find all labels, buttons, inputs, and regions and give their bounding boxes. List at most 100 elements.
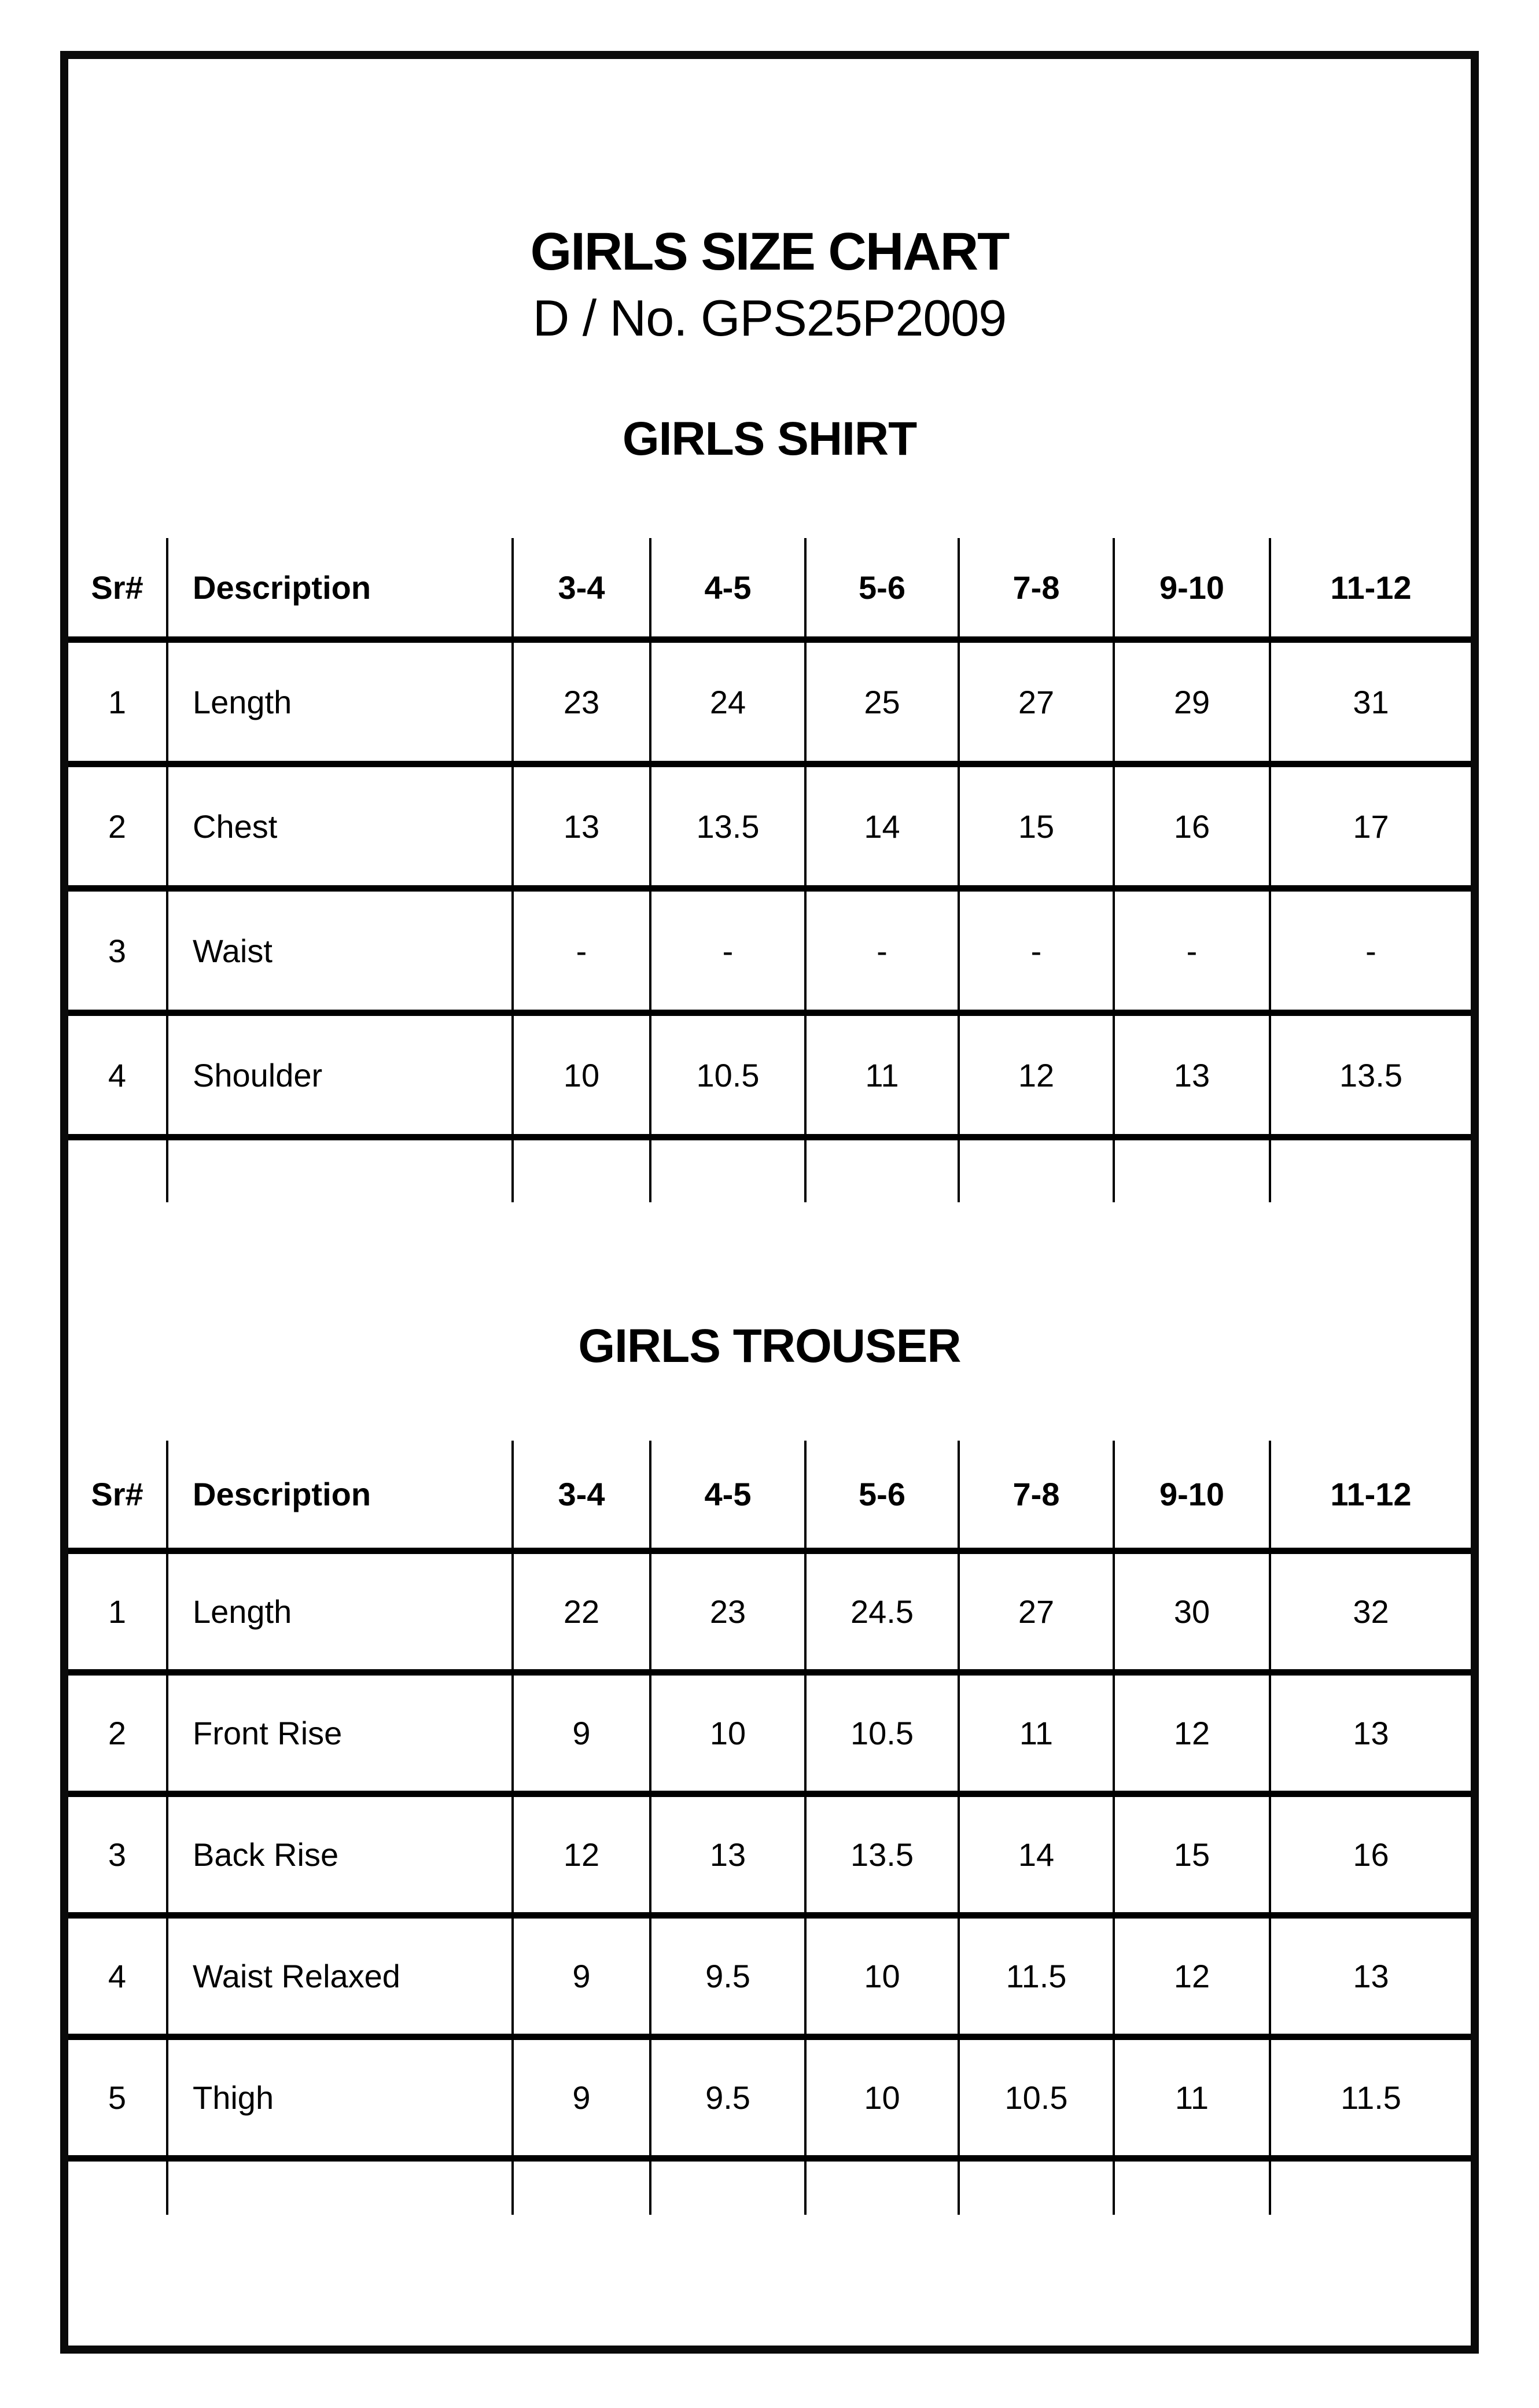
measurement-value: 15	[960, 767, 1115, 885]
measurement-label: Length	[168, 1554, 514, 1669]
trouser-size-table: Sr# Description 3-4 4-5 5-6 7-8 9-10 11-…	[68, 1441, 1471, 2215]
page-border-frame	[60, 51, 1479, 2354]
measurement-value: 14	[960, 1797, 1115, 1912]
measurement-label: Waist	[168, 892, 514, 1010]
measurement-value: 15	[1115, 1797, 1271, 1912]
column-header-size-4-5: 4-5	[651, 538, 807, 636]
measurement-label: Back Rise	[168, 1797, 514, 1912]
table-row: 4 Shoulder 10 10.5 11 12 13 13.5	[68, 1010, 1471, 1134]
measurement-value: 27	[960, 643, 1115, 761]
measurement-value: 10.5	[651, 1016, 807, 1134]
measurement-value: -	[960, 892, 1115, 1010]
measurement-value: 10	[514, 1016, 651, 1134]
measurement-value: -	[651, 892, 807, 1010]
measurement-value: 13.5	[1339, 1056, 1402, 1093]
shirt-section-title: GIRLS SHIRT	[622, 413, 917, 465]
measurement-value: 23	[514, 643, 651, 761]
measurement-value: 13	[651, 1797, 807, 1912]
column-header-size-5-6: 5-6	[807, 538, 960, 636]
table-header-row: Sr# Description 3-4 4-5 5-6 7-8 9-10 11-…	[68, 538, 1471, 636]
column-header-size-9-10: 9-10	[1115, 1441, 1271, 1548]
measurement-value: 23	[651, 1554, 807, 1669]
measurement-value: 12	[1115, 1919, 1271, 2034]
measurement-value: 10.5	[807, 1676, 960, 1791]
column-header-size-3-4: 3-4	[514, 1441, 651, 1548]
column-header-size-7-8: 7-8	[960, 538, 1115, 636]
sr-number: 2	[68, 1676, 168, 1791]
measurement-value: 11.5	[1341, 2079, 1401, 2116]
table-empty-row	[68, 2155, 1471, 2215]
design-number: D / No. GPS25P2009	[532, 289, 1007, 347]
measurement-value: 9	[514, 1919, 651, 2034]
measurement-value: 11	[807, 1016, 960, 1134]
measurement-value: 27	[960, 1554, 1115, 1669]
measurement-value: 11	[960, 1676, 1115, 1791]
column-header-sr: Sr#	[68, 538, 168, 636]
page-title: GIRLS SIZE CHART	[530, 222, 1010, 281]
table-header-row: Sr# Description 3-4 4-5 5-6 7-8 9-10 11-…	[68, 1441, 1471, 1548]
measurement-value: 11	[1115, 2040, 1271, 2155]
measurement-value: 10.5	[960, 2040, 1115, 2155]
measurement-value: 12	[1115, 1676, 1271, 1791]
measurement-value: 29	[1115, 643, 1271, 761]
table-row: 1 Length 23 24 25 27 29 31	[68, 636, 1471, 761]
table-row: 3 Waist - - - - - -	[68, 885, 1471, 1010]
measurement-value: -	[807, 892, 960, 1010]
measurement-value: 30	[1115, 1554, 1271, 1669]
table-row: 4 Waist Relaxed 9 9.5 10 11.5 12 13	[68, 1912, 1471, 2034]
table-row: 5 Thigh 9 9.5 10 10.5 11 11.5	[68, 2034, 1471, 2155]
measurement-value: 10	[807, 1919, 960, 2034]
table-row: 2 Chest 13 13.5 14 15 16 17	[68, 761, 1471, 885]
measurement-value: -	[514, 892, 651, 1010]
measurement-value: 9.5	[651, 1919, 807, 2034]
measurement-label: Front Rise	[168, 1676, 514, 1791]
measurement-value: 16	[1353, 1836, 1389, 1873]
column-header-size-9-10: 9-10	[1115, 538, 1271, 636]
sr-number: 1	[68, 1554, 168, 1669]
sr-number: 2	[68, 767, 168, 885]
measurement-value: 9	[514, 2040, 651, 2155]
column-header-size-11-12: 11-12	[1330, 569, 1412, 606]
trouser-section-title: GIRLS TROUSER	[578, 1320, 961, 1372]
measurement-value: 31	[1353, 683, 1389, 720]
table-row: 3 Back Rise 12 13 13.5 14 15 16	[68, 1791, 1471, 1912]
measurement-value: 10	[807, 2040, 960, 2155]
column-header-description: Description	[168, 538, 514, 636]
measurement-value: 13.5	[807, 1797, 960, 1912]
measurement-label: Waist Relaxed	[168, 1919, 514, 2034]
sr-number: 5	[68, 2040, 168, 2155]
measurement-value: 13	[1115, 1016, 1271, 1134]
measurement-value: 32	[1353, 1593, 1389, 1630]
sr-number: 4	[68, 1919, 168, 2034]
measurement-label: Thigh	[168, 2040, 514, 2155]
column-header-size-11-12: 11-12	[1330, 1476, 1412, 1512]
measurement-value: 9	[514, 1676, 651, 1791]
measurement-value: 10	[651, 1676, 807, 1791]
shirt-size-table: Sr# Description 3-4 4-5 5-6 7-8 9-10 11-…	[68, 538, 1471, 1202]
column-header-size-7-8: 7-8	[960, 1441, 1115, 1548]
sr-number: 3	[68, 892, 168, 1010]
measurement-label: Chest	[168, 767, 514, 885]
measurement-value: 13	[1353, 1958, 1389, 1994]
column-header-sr: Sr#	[68, 1441, 168, 1548]
column-header-size-3-4: 3-4	[514, 538, 651, 636]
measurement-value: 22	[514, 1554, 651, 1669]
measurement-value: -	[1365, 932, 1376, 969]
column-header-size-4-5: 4-5	[651, 1441, 807, 1548]
measurement-value: 25	[807, 643, 960, 761]
sr-number: 3	[68, 1797, 168, 1912]
measurement-value: 13	[1353, 1715, 1389, 1751]
measurement-value: 13.5	[651, 767, 807, 885]
measurement-value: 9.5	[651, 2040, 807, 2155]
measurement-value: 12	[514, 1797, 651, 1912]
column-header-size-5-6: 5-6	[807, 1441, 960, 1548]
measurement-value: 11.5	[960, 1919, 1115, 2034]
measurement-value: 12	[960, 1016, 1115, 1134]
sr-number: 4	[68, 1016, 168, 1134]
table-row: 1 Length 22 23 24.5 27 30 32	[68, 1548, 1471, 1669]
measurement-value: 17	[1353, 808, 1389, 845]
sr-number: 1	[68, 643, 168, 761]
measurement-value: -	[1115, 892, 1271, 1010]
measurement-label: Shoulder	[168, 1016, 514, 1134]
